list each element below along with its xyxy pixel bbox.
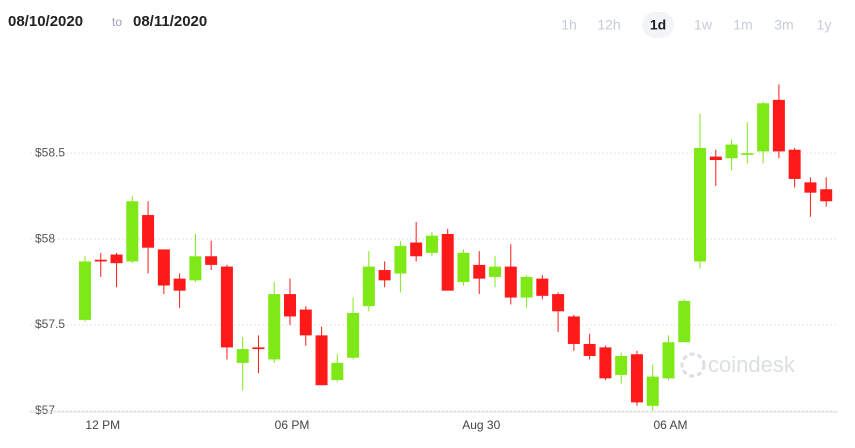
candle-body xyxy=(441,233,454,291)
candle-body xyxy=(552,294,565,312)
range-button[interactable]: 12h xyxy=(597,17,620,33)
candle-body xyxy=(504,266,517,298)
candle-body xyxy=(157,249,170,286)
watermark: coindesk xyxy=(680,352,796,378)
candle-body xyxy=(331,362,344,381)
candle-body xyxy=(315,335,328,386)
candle-body xyxy=(299,309,312,336)
candle-body xyxy=(567,316,580,344)
x-tick-label: 06 AM xyxy=(653,418,687,432)
candle-body xyxy=(536,278,549,296)
candle-body xyxy=(599,347,612,379)
date-from: 08/10/2020 xyxy=(8,13,83,30)
candle-body xyxy=(142,215,155,248)
candle-body xyxy=(410,242,423,257)
candle-body xyxy=(205,256,218,265)
candle-body xyxy=(347,313,360,358)
candle-body xyxy=(662,342,675,379)
range-button[interactable]: 1w xyxy=(694,17,713,33)
active-button-bg xyxy=(642,12,674,38)
y-tick-label: $58.5 xyxy=(35,145,65,159)
range-button[interactable]: 1h xyxy=(561,17,577,33)
candle-body xyxy=(220,266,233,348)
x-tick-label: 06 PM xyxy=(275,418,310,432)
range-buttons: 1h 12h 1d 1w 1m 3m 1y xyxy=(561,12,831,38)
candle-body xyxy=(79,261,91,320)
candle-body xyxy=(473,264,486,279)
candle-body xyxy=(646,376,659,406)
candle-body xyxy=(583,343,596,356)
candle-body xyxy=(110,254,123,264)
candle-body xyxy=(804,182,817,193)
candle-body xyxy=(694,147,707,262)
candle-body xyxy=(362,266,375,307)
candle-body xyxy=(725,144,738,159)
candle-body xyxy=(268,294,281,360)
candle-body xyxy=(94,259,107,262)
candle-body xyxy=(394,245,407,274)
y-tick-label: $57 xyxy=(35,403,55,417)
candle-body xyxy=(252,347,265,350)
candle-body xyxy=(520,276,533,298)
candle-body xyxy=(820,189,833,202)
candle-body xyxy=(236,349,249,363)
range-button[interactable]: 1y xyxy=(817,17,832,33)
date-to: 08/11/2020 xyxy=(133,13,207,30)
candle-body xyxy=(772,99,785,152)
range-button[interactable]: 1m xyxy=(733,17,752,33)
candle-body xyxy=(788,149,801,179)
candle-body xyxy=(615,355,628,375)
candle-body xyxy=(173,278,186,291)
candle-body xyxy=(126,201,139,262)
watermark-text: coindesk xyxy=(708,352,796,377)
watermark-logo xyxy=(680,352,706,378)
candle-body xyxy=(378,270,391,281)
y-tick-label: $58 xyxy=(35,231,55,245)
candle-body xyxy=(709,156,722,161)
x-tick-label: 12 PM xyxy=(85,418,120,432)
x-tick-label: Aug 30 xyxy=(462,418,500,432)
candle-body xyxy=(425,235,438,253)
candle-body xyxy=(630,354,643,403)
candle-body xyxy=(741,153,754,155)
candle-body xyxy=(489,266,502,277)
y-tick-label: $57.5 xyxy=(35,317,65,331)
candle-body xyxy=(678,300,691,343)
date-to-word: to xyxy=(112,15,122,29)
candle-body xyxy=(457,252,470,283)
range-button[interactable]: 1d xyxy=(650,17,666,33)
range-button[interactable]: 3m xyxy=(774,17,793,33)
candle-body xyxy=(284,294,297,317)
candle-body xyxy=(189,256,202,281)
candle-body xyxy=(757,103,770,152)
